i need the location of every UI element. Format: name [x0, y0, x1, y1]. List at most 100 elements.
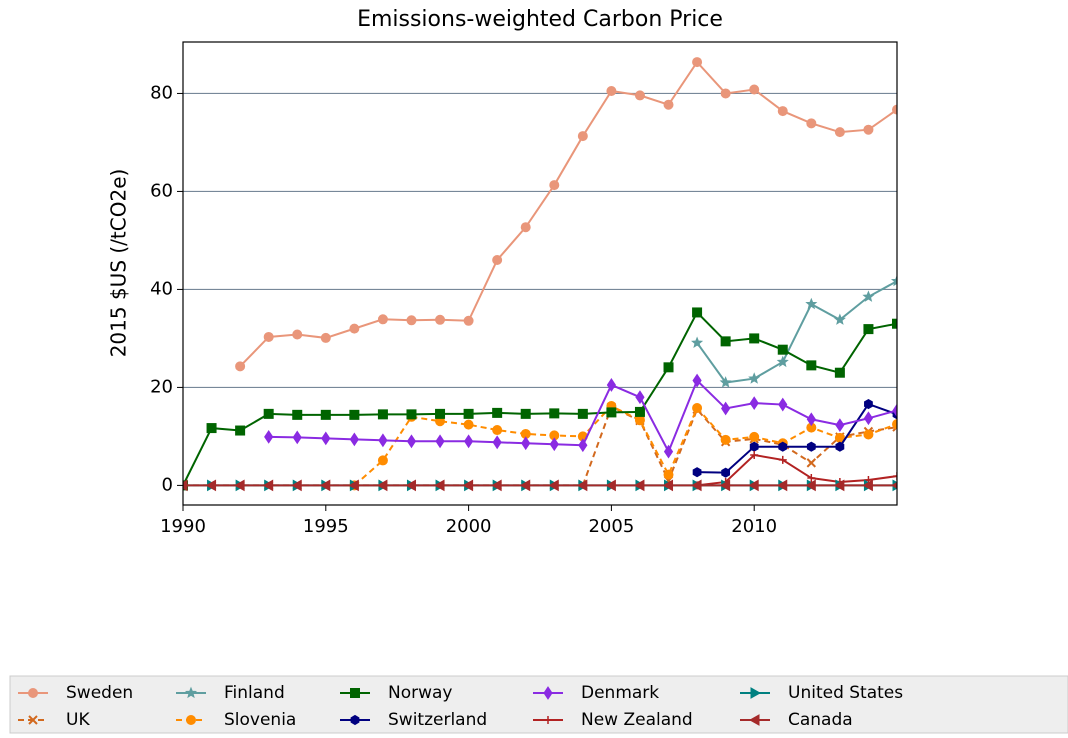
marker: [577, 408, 588, 419]
marker: [606, 85, 617, 96]
y-axis-label: 2015 $US (/tCO2e): [107, 169, 131, 358]
series-line: [239, 60, 897, 368]
marker: [292, 409, 303, 420]
marker: [864, 398, 873, 410]
marker: [206, 423, 217, 434]
x-tick-label: 1990: [160, 516, 206, 537]
marker: [806, 118, 817, 129]
legend-marker: [748, 714, 760, 726]
marker: [749, 333, 760, 344]
marker: [776, 355, 789, 368]
marker: [719, 479, 731, 492]
marker: [663, 444, 674, 459]
legend-label: New Zealand: [581, 710, 693, 730]
marker: [692, 373, 702, 388]
marker: [549, 180, 560, 191]
marker: [863, 324, 874, 335]
marker: [263, 408, 274, 419]
marker: [549, 437, 559, 452]
marker: [320, 409, 331, 420]
marker: [862, 290, 875, 302]
marker: [634, 90, 645, 101]
legend-label: Finland: [224, 683, 285, 703]
series-line: [183, 310, 897, 486]
legend-marker: [350, 714, 360, 726]
marker: [492, 425, 503, 436]
marker: [348, 479, 359, 492]
marker: [606, 407, 617, 418]
plot-area: [183, 57, 897, 492]
marker: [434, 479, 445, 492]
marker: [463, 315, 474, 326]
marker: [633, 479, 645, 492]
marker: [576, 479, 588, 492]
marker: [806, 458, 817, 468]
chart-title: Emissions-weighted Carbon Price: [357, 7, 723, 32]
series-line: [697, 402, 897, 474]
marker: [234, 479, 245, 492]
marker: [776, 479, 788, 492]
marker: [492, 435, 502, 450]
marker: [235, 425, 246, 436]
marker: [892, 104, 897, 115]
marker: [377, 314, 388, 325]
marker: [749, 431, 760, 442]
marker: [720, 434, 731, 445]
marker: [750, 451, 759, 460]
legend-marker: [186, 715, 196, 725]
legend-marker: [28, 715, 38, 725]
marker: [320, 332, 331, 343]
x-tick-label: 2005: [588, 516, 634, 537]
marker: [406, 434, 417, 449]
marker: [834, 127, 845, 138]
marker: [777, 106, 788, 117]
marker: [692, 57, 703, 68]
legend-marker: [28, 688, 38, 698]
marker: [833, 479, 845, 492]
marker: [863, 124, 874, 135]
marker: [807, 474, 816, 483]
marker: [663, 469, 674, 480]
marker: [183, 479, 188, 492]
x-tick-label: 2010: [731, 516, 777, 537]
marker: [719, 376, 732, 388]
marker: [520, 222, 531, 233]
marker: [778, 441, 788, 452]
legend-label: Switzerland: [388, 710, 487, 730]
marker: [691, 479, 702, 492]
marker: [292, 329, 303, 340]
marker: [405, 479, 416, 492]
marker: [806, 441, 816, 452]
legend-marker: [184, 686, 198, 699]
marker: [462, 479, 474, 492]
marker: [321, 431, 331, 446]
marker: [749, 396, 759, 410]
marker: [663, 99, 674, 110]
marker: [549, 408, 560, 419]
legend-label: Denmark: [581, 683, 659, 703]
marker: [720, 336, 731, 347]
legend-box: [9, 675, 1068, 734]
marker: [749, 84, 760, 95]
series-line: [696, 453, 897, 487]
marker: [863, 429, 874, 440]
marker: [378, 433, 388, 448]
x-tick-label: 2000: [446, 516, 492, 537]
y-tick-label: 60: [150, 180, 173, 201]
marker: [662, 479, 674, 492]
marker: [406, 315, 417, 326]
marker: [264, 429, 274, 444]
y-tick-label: 40: [150, 278, 173, 299]
marker: [292, 430, 302, 445]
marker: [349, 323, 360, 334]
legend-label: Sweden: [66, 683, 133, 703]
marker: [892, 419, 897, 430]
marker: [519, 479, 531, 492]
marker: [235, 361, 246, 372]
marker: [634, 415, 645, 426]
marker: [262, 479, 274, 492]
legend-marker: [543, 686, 553, 700]
marker: [892, 403, 897, 418]
marker: [376, 479, 388, 492]
marker: [806, 412, 816, 427]
